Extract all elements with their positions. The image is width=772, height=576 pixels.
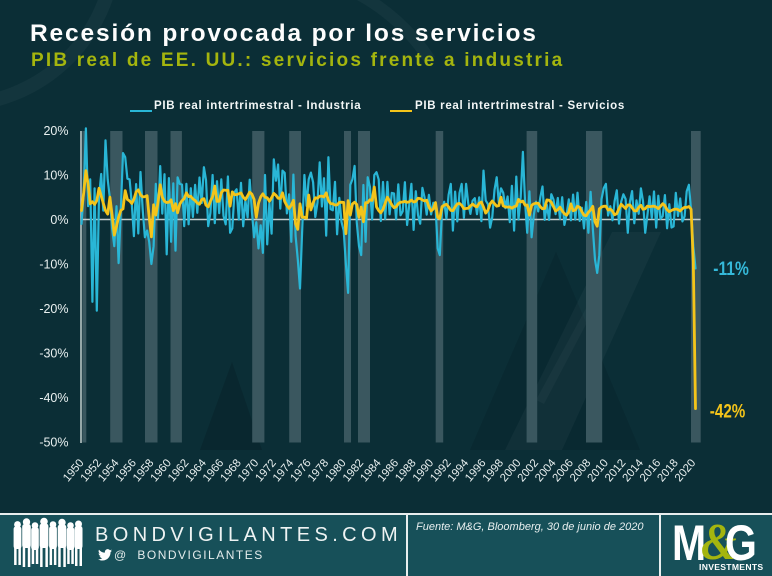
svg-text:-50%: -50% (39, 435, 68, 449)
svg-text:-40%: -40% (39, 391, 68, 405)
svg-text:-20%: -20% (39, 302, 68, 316)
svg-text:10%: 10% (43, 168, 68, 182)
svg-text:0%: 0% (50, 213, 68, 227)
svg-text:20%: 20% (43, 124, 68, 138)
svg-text:2020: 2020 (673, 457, 698, 484)
svg-text:-30%: -30% (39, 346, 68, 360)
svg-text:-10%: -10% (39, 257, 68, 271)
svg-text:-42%: -42% (710, 401, 746, 422)
svg-text:-11%: -11% (713, 259, 749, 280)
